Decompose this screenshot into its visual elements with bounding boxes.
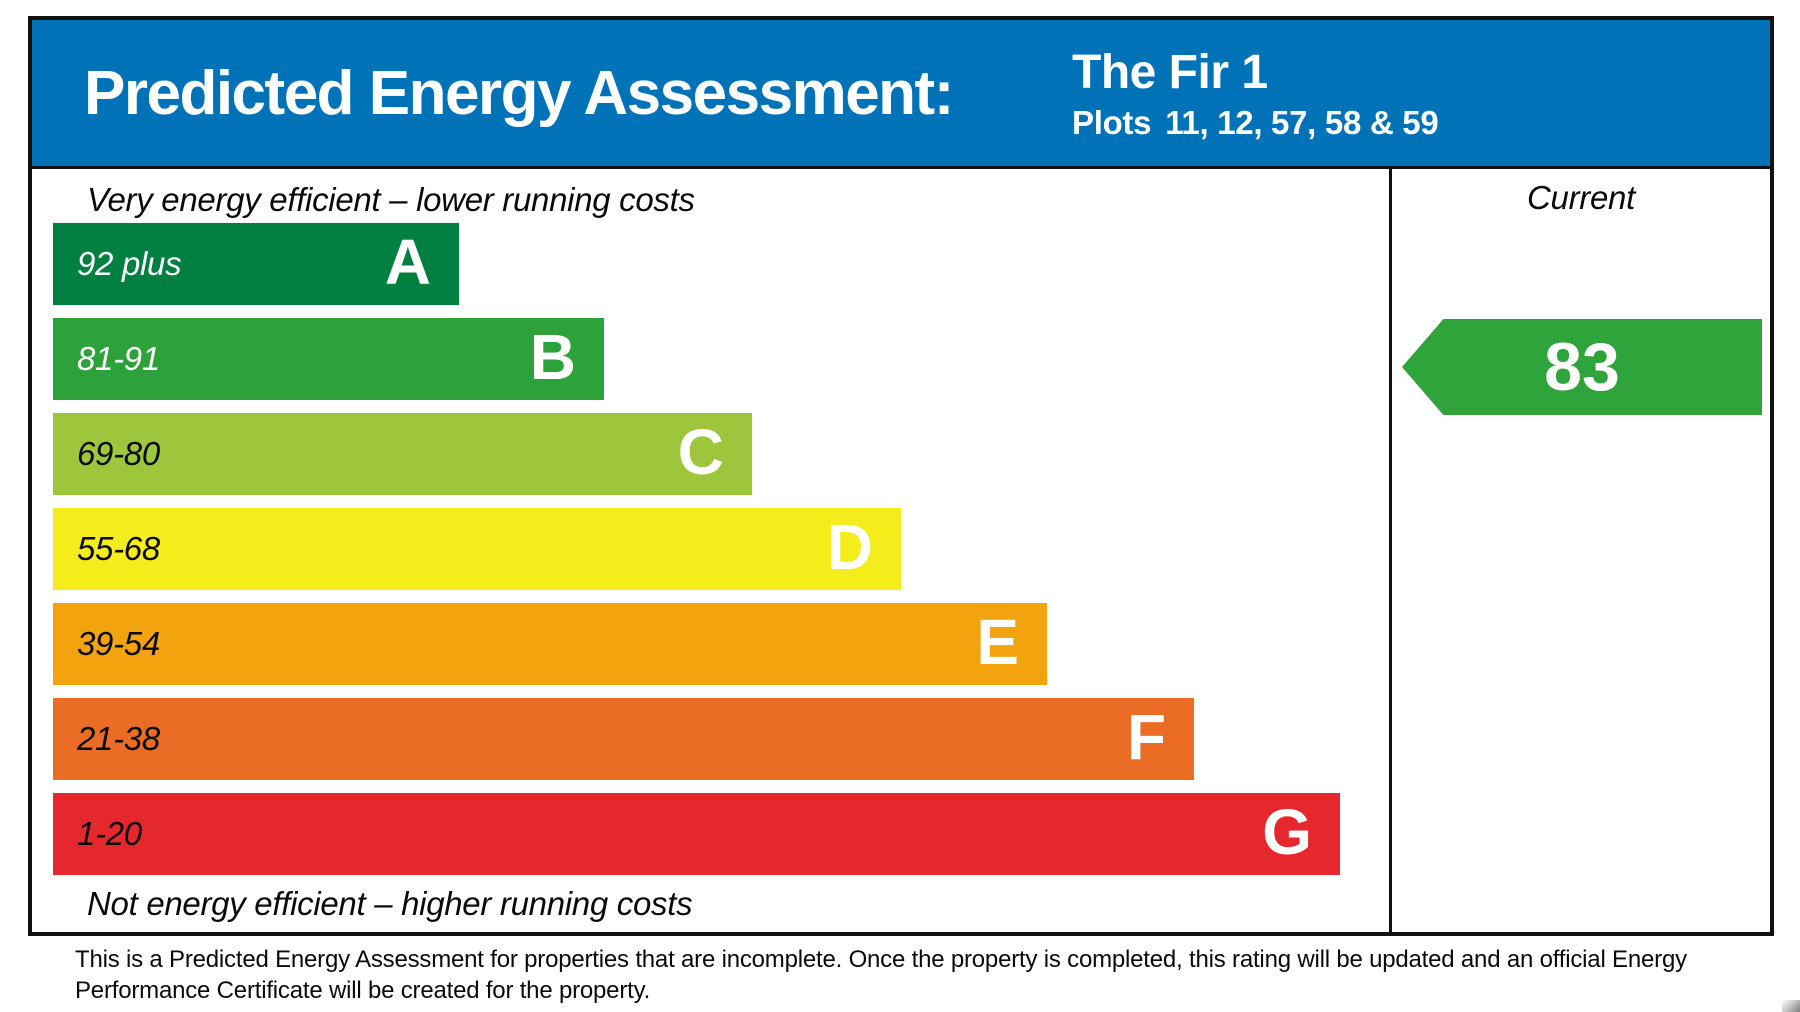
band-row-a: 92 plus A — [53, 223, 1389, 305]
footer-disclaimer: This is a Predicted Energy Assessment fo… — [75, 946, 1687, 1004]
band-bar-a: 92 plus A — [53, 223, 459, 305]
band-range-label: 1-20 — [77, 815, 142, 852]
current-rating-value: 83 — [1544, 329, 1620, 405]
property-name: The Fir 1 — [1072, 46, 1268, 99]
certificate-header: Predicted Energy Assessment: The Fir 1 P… — [32, 20, 1770, 169]
band-row-d: 55-68 D — [53, 508, 1389, 590]
band-letter: D — [826, 511, 873, 583]
certificate-body: Very energy efficient – lower running co… — [32, 169, 1770, 933]
current-rating-arrow: 83 — [1402, 319, 1762, 415]
current-column-header: Current — [1527, 179, 1635, 216]
band-range-label: 92 plus — [77, 245, 182, 282]
band-letter: A — [384, 226, 431, 298]
band-bar-c: 69-80 C — [53, 413, 752, 495]
band-letter: G — [1262, 796, 1312, 868]
top-axis-label: Very energy efficient – lower running co… — [87, 181, 695, 218]
band-row-c: 69-80 C — [53, 413, 1389, 495]
band-row-f: 21-38 F — [53, 698, 1389, 780]
band-bar-e: 39-54 E — [53, 603, 1047, 685]
page-title: Predicted Energy Assessment: — [84, 58, 954, 128]
band-bar-d: 55-68 D — [53, 508, 901, 590]
band-row-g: 1-20 G — [53, 793, 1389, 875]
band-letter: E — [976, 606, 1019, 678]
plots-numbers: 11, 12, 57, 58 & 59 — [1165, 104, 1439, 141]
band-letter: B — [529, 321, 576, 393]
band-bar-f: 21-38 F — [53, 698, 1194, 780]
rating-chart: Very energy efficient – lower running co… — [32, 169, 1389, 933]
band-row-b: 81-91 B — [53, 318, 1389, 400]
current-column: Current 83 — [1389, 169, 1770, 933]
property-info: The Fir 1 Plots 11, 12, 57, 58 & 59 — [1072, 46, 1439, 142]
rating-bands: 92 plus A 81-91 B 69-80 C — [53, 223, 1389, 875]
band-letter: F — [1126, 701, 1166, 773]
plots-label: Plots — [1072, 104, 1152, 141]
band-range-label: 55-68 — [77, 530, 160, 567]
plots-line: Plots 11, 12, 57, 58 & 59 — [1072, 104, 1439, 142]
band-range-label: 21-38 — [77, 720, 160, 757]
band-range-label: 81-91 — [77, 340, 160, 377]
band-range-label: 69-80 — [77, 435, 160, 472]
band-row-e: 39-54 E — [53, 603, 1389, 685]
bottom-axis-label: Not energy efficient – higher running co… — [87, 885, 693, 922]
band-bar-g: 1-20 G — [53, 793, 1340, 875]
energy-assessment-certificate: Predicted Energy Assessment: The Fir 1 P… — [28, 16, 1774, 936]
band-bar-b: 81-91 B — [53, 318, 604, 400]
band-range-label: 39-54 — [77, 625, 160, 662]
corner-resize-artifact — [1782, 1000, 1800, 1012]
band-letter: C — [677, 416, 724, 488]
